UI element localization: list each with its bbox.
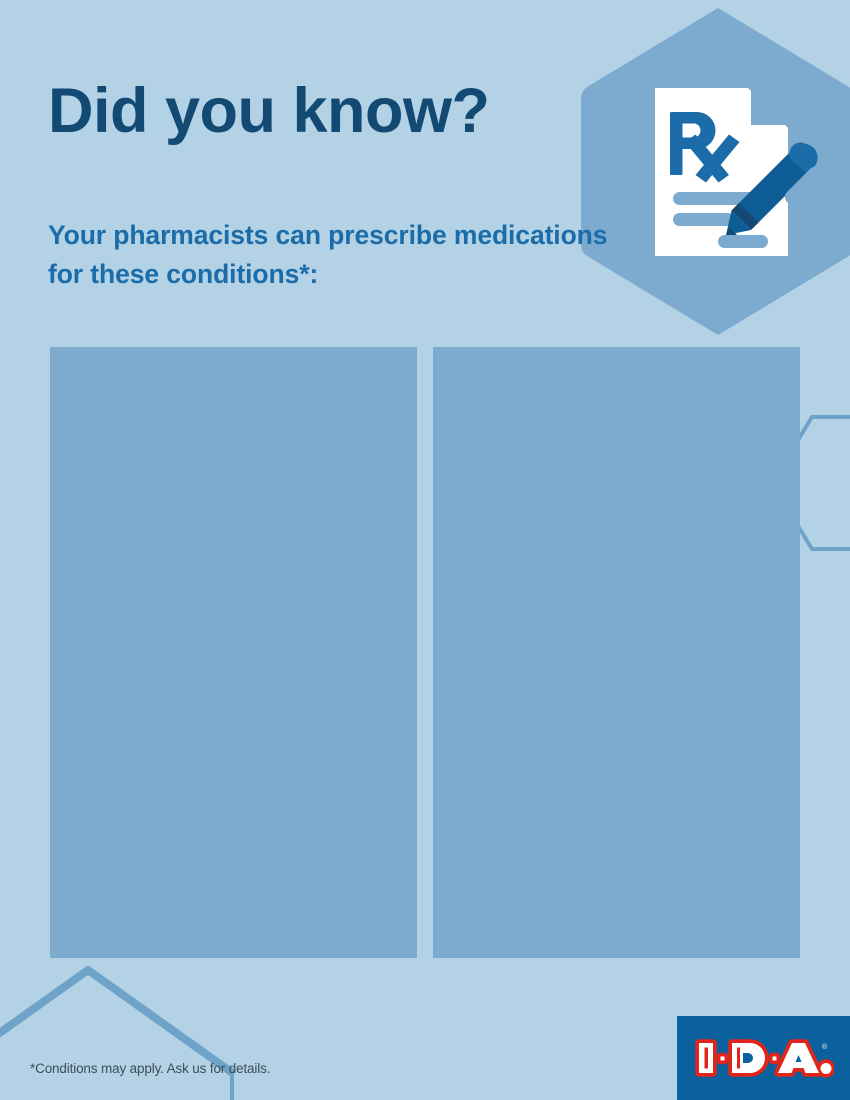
document-lines	[673, 192, 769, 248]
logo-block: ®	[677, 1016, 850, 1100]
rx-glyph	[670, 112, 740, 183]
pen-icon	[726, 142, 823, 235]
conditions-panel-left	[50, 347, 417, 958]
conditions-panel-right	[433, 347, 800, 958]
prescription-document-with-pen-icon	[581, 8, 850, 335]
document-sheet-shape	[655, 88, 788, 256]
page-subtitle: Your pharmacists can prescribe medicatio…	[48, 220, 608, 289]
trademark-mark: ®	[822, 1043, 828, 1051]
ida-logo-icon: ®	[695, 1039, 834, 1078]
page-title: Did you know?	[48, 76, 490, 146]
hexagon-outline-icon	[0, 966, 234, 1100]
footnote-text: *Conditions may apply. Ask us for detail…	[30, 1061, 271, 1076]
